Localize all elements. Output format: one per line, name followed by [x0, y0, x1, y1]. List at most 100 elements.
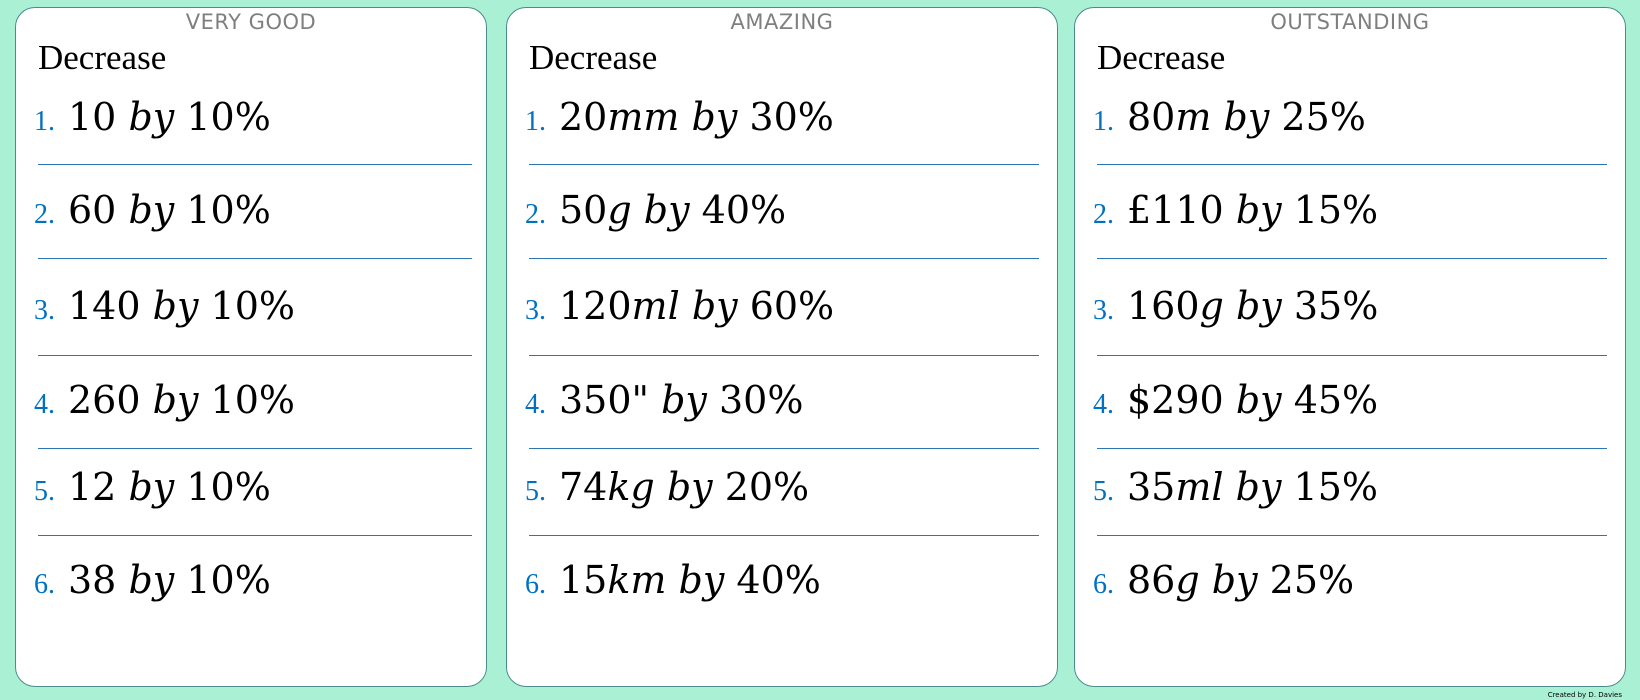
question-expression: 120ml by 60% [559, 284, 834, 328]
question-percent: 10% [186, 95, 271, 139]
question-expression: 20mm by 30% [559, 95, 834, 139]
question-item: 1. 10 by 10% [34, 87, 271, 147]
question-item: 4. 260 by 10% [34, 370, 295, 430]
answer-line [38, 535, 472, 536]
question-expression: 35ml by 15% [1127, 465, 1378, 509]
question-number: 1. [525, 106, 546, 137]
question-number: 1. [34, 106, 55, 137]
question-unit: km [607, 558, 667, 602]
question-number: 5. [1093, 476, 1114, 507]
question-value: 120 [559, 284, 632, 328]
by-word: by [152, 284, 199, 328]
by-word: by [1211, 558, 1258, 602]
question-expression: 350" by 30% [559, 378, 803, 422]
question-number: 3. [34, 295, 55, 326]
question-unit: mm [607, 95, 680, 139]
question-item: 5. 35ml by 15% [1093, 457, 1378, 517]
question-value: 12 [68, 465, 117, 509]
question-percent: 10% [186, 188, 271, 232]
question-number: 5. [34, 476, 55, 507]
question-expression: 260 by 10% [68, 378, 295, 422]
question-percent: 15% [1293, 188, 1379, 232]
question-percent: 40% [736, 558, 821, 602]
question-percent: 10% [186, 558, 271, 602]
answer-line [1097, 164, 1607, 165]
question-item: 3. 120ml by 60% [525, 276, 834, 336]
question-number: 4. [1093, 389, 1114, 420]
question-number: 6. [1093, 569, 1114, 600]
question-item: 3. 140 by 10% [34, 276, 295, 336]
question-number: 2. [525, 199, 546, 230]
question-number: 3. [1093, 295, 1114, 326]
question-expression: $290 by 45% [1127, 378, 1378, 422]
question-value: 86 [1127, 558, 1176, 602]
question-value: 20 [559, 95, 608, 139]
question-item: 2. 60 by 10% [34, 180, 271, 240]
question-value: 80 [1127, 95, 1176, 139]
question-item: 4. $290 by 45% [1093, 370, 1378, 430]
question-expression: 50g by 40% [559, 188, 786, 232]
answer-line [529, 535, 1039, 536]
question-value: 10 [68, 95, 117, 139]
answer-line [1097, 355, 1607, 356]
question-number: 2. [1093, 199, 1114, 230]
question-percent: 30% [749, 95, 834, 139]
question-percent: 10% [210, 284, 295, 328]
question-number: 5. [525, 476, 546, 507]
answer-line [38, 355, 472, 356]
question-item: 3. 160g by 35% [1093, 276, 1378, 336]
question-item: 6. 15km by 40% [525, 550, 821, 610]
question-expression: 74kg by 20% [559, 465, 809, 509]
by-word: by [661, 378, 707, 422]
answer-line [1097, 258, 1607, 259]
by-word: by [678, 558, 725, 602]
answer-line [1097, 448, 1607, 449]
question-value: 74 [559, 465, 608, 509]
decrease-heading: Decrease [529, 38, 658, 77]
question-value: 140 [68, 284, 141, 328]
question-unit: ml [631, 284, 680, 328]
level-title: OUTSTANDING [1270, 10, 1430, 34]
question-percent: 10% [186, 465, 271, 509]
answer-line [529, 355, 1039, 356]
question-value: 38 [68, 558, 117, 602]
answer-line [529, 164, 1039, 165]
level-title: VERY GOOD [185, 10, 317, 34]
question-value: 260 [68, 378, 141, 422]
by-word: by [1235, 188, 1282, 232]
question-value: 350" [559, 378, 650, 422]
question-unit: g [1175, 558, 1200, 602]
question-number: 4. [34, 389, 55, 420]
question-item: 2. £110 by 15% [1093, 180, 1378, 240]
question-expression: £110 by 15% [1127, 188, 1378, 232]
question-unit: g [607, 188, 632, 232]
question-item: 5. 12 by 10% [34, 457, 271, 517]
question-item: 2. 50g by 40% [525, 180, 786, 240]
question-expression: 12 by 10% [68, 465, 271, 509]
by-word: by [691, 284, 738, 328]
by-word: by [152, 378, 199, 422]
question-value: 50 [559, 188, 608, 232]
question-number: 3. [525, 295, 546, 326]
by-word: by [128, 188, 175, 232]
answer-line [529, 448, 1039, 449]
question-expression: 86g by 25% [1127, 558, 1354, 602]
question-expression: 80m by 25% [1127, 95, 1366, 139]
question-unit: ml [1175, 465, 1224, 509]
question-expression: 38 by 10% [68, 558, 271, 602]
question-item: 5. 74kg by 20% [525, 457, 809, 517]
question-percent: 10% [210, 378, 295, 422]
question-percent: 25% [1281, 95, 1366, 139]
question-value: $290 [1127, 378, 1224, 422]
question-expression: 10 by 10% [68, 95, 271, 139]
decrease-heading: Decrease [1097, 38, 1226, 77]
question-expression: 160g by 35% [1127, 284, 1378, 328]
question-number: 4. [525, 389, 546, 420]
question-value: £110 [1127, 188, 1224, 232]
answer-line [38, 258, 472, 259]
question-value: 60 [68, 188, 117, 232]
question-percent: 45% [1293, 378, 1379, 422]
question-expression: 140 by 10% [68, 284, 295, 328]
answer-line [529, 258, 1039, 259]
by-word: by [1235, 465, 1282, 509]
